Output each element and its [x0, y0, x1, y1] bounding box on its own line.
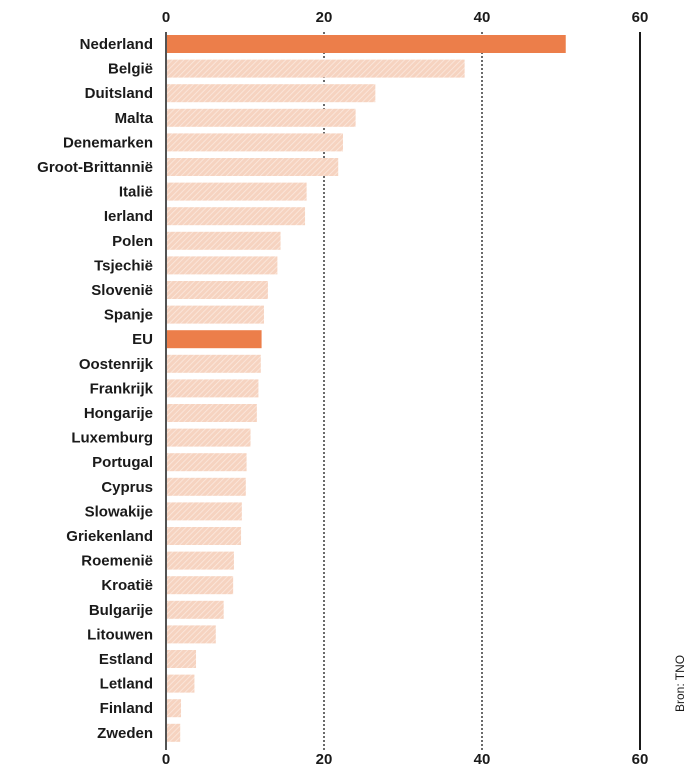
category-label-roemeni-: Roemenië — [81, 553, 153, 570]
category-label-litouwen: Litouwen — [87, 626, 153, 643]
bar-sloveni- — [167, 281, 268, 299]
category-label-nederland: Nederland — [80, 36, 153, 53]
bar-hongarije — [167, 404, 257, 422]
bottom-tick-label-20: 20 — [316, 751, 333, 768]
bar-duitsland — [167, 84, 376, 103]
category-label-oostenrijk: Oostenrijk — [79, 356, 154, 373]
bottom-tick-label-40: 40 — [474, 751, 491, 768]
category-label-letland: Letland — [100, 676, 153, 693]
category-label-belgi-: België — [108, 61, 153, 78]
category-label-duitsland: Duitsland — [85, 85, 153, 102]
category-label-luxemburg: Luxemburg — [71, 430, 153, 447]
category-label-malta: Malta — [115, 110, 154, 127]
category-label-tsjechi-: Tsjechië — [94, 257, 153, 274]
top-tick-label-40: 40 — [474, 9, 491, 26]
bar-slowakije — [167, 502, 242, 521]
category-labels: Nederland België Duitsland Malta Denemarken G… — [37, 36, 153, 742]
bar-luxemburg — [167, 428, 251, 447]
category-label-zweden: Zweden — [97, 725, 153, 742]
bar-zweden — [167, 723, 181, 742]
category-label-eu: EU — [132, 331, 153, 348]
bar-itali- — [167, 182, 307, 201]
bar-groot-brittanni- — [167, 158, 339, 176]
bar-bulgarije — [167, 600, 224, 619]
bottom-tick-label-60: 60 — [632, 751, 649, 768]
category-label-kroati-: Kroatië — [101, 577, 153, 594]
category-label-cyprus: Cyprus — [101, 479, 153, 496]
bar-eu — [167, 330, 262, 349]
bar-griekenland — [167, 527, 242, 545]
category-label-frankrijk: Frankrijk — [90, 380, 154, 397]
bar-kroati- — [167, 576, 234, 595]
bar-tsjechi- — [167, 256, 278, 275]
category-label-slowakije: Slowakije — [85, 503, 153, 520]
category-label-griekenland: Griekenland — [66, 528, 153, 545]
top-tick-label-20: 20 — [316, 9, 333, 26]
bar-portugal — [167, 453, 247, 472]
category-label-spanje: Spanje — [104, 307, 153, 324]
bar-belgi- — [167, 59, 465, 78]
bar-finland — [167, 699, 182, 718]
category-label-sloveni-: Slovenië — [91, 282, 153, 299]
category-label-polen: Polen — [112, 233, 153, 250]
source-label: Bron: TNO — [673, 655, 687, 712]
category-label-finland: Finland — [100, 700, 153, 717]
bars — [167, 35, 566, 742]
category-label-portugal: Portugal — [92, 454, 153, 471]
top-tick-label-0: 0 — [162, 9, 170, 26]
bar-malta — [167, 108, 356, 127]
bar-litouwen — [167, 625, 216, 644]
bar-nederland — [167, 35, 566, 53]
bar-ierland — [167, 207, 306, 226]
bar-oostenrijk — [167, 354, 261, 373]
gridlines — [165, 32, 641, 750]
category-label-denemarken: Denemarken — [63, 134, 153, 151]
bar-roemeni- — [167, 551, 234, 570]
category-label-itali-: Italië — [119, 184, 153, 201]
bar-spanje — [167, 305, 264, 324]
bar-denemarken — [167, 133, 343, 152]
bar-polen — [167, 231, 281, 250]
category-label-ierland: Ierland — [104, 208, 153, 225]
category-label-bulgarije: Bulgarije — [89, 602, 153, 619]
bar-letland — [167, 674, 195, 693]
bar-frankrijk — [167, 379, 259, 398]
bottom-tick-label-0: 0 — [162, 751, 170, 768]
bar-cyprus — [167, 477, 246, 496]
tick-labels: 0 0 20 20 40 40 60 60 — [162, 9, 649, 768]
category-label-estland: Estland — [99, 651, 153, 668]
top-tick-label-60: 60 — [632, 9, 649, 26]
category-label-groot-brittanni-: Groot-Brittannië — [37, 159, 153, 176]
bar-estland — [167, 650, 197, 668]
category-label-hongarije: Hongarije — [84, 405, 153, 422]
